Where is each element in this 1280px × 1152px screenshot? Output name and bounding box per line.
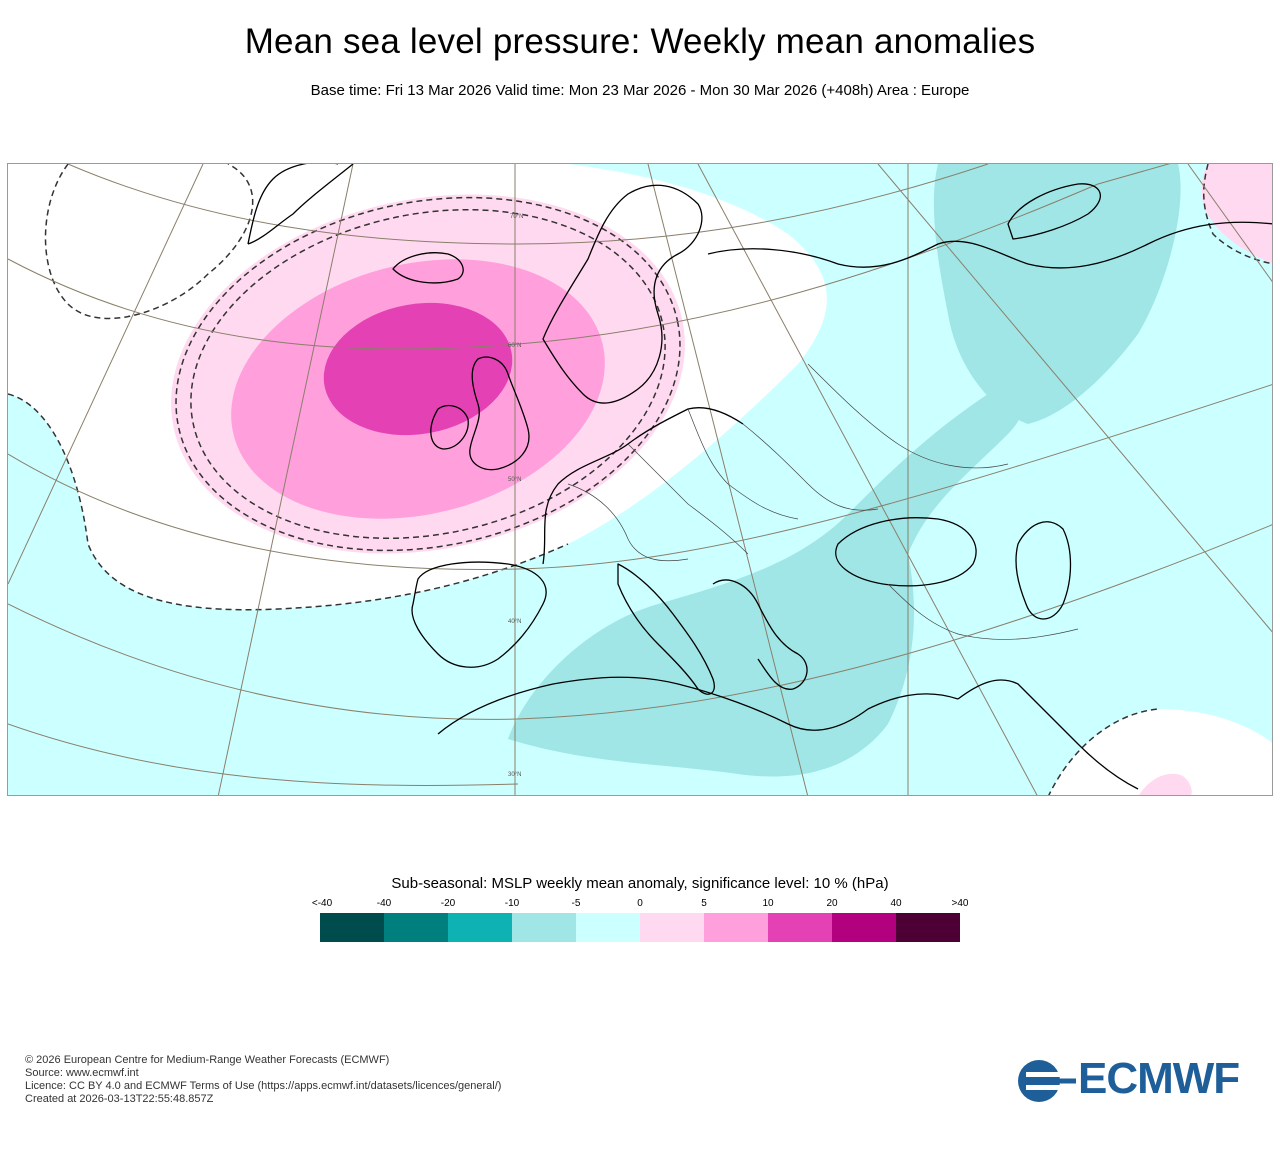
coast-iberia bbox=[411, 561, 547, 668]
legend-tick: 5 bbox=[701, 898, 707, 909]
legend-tick: 0 bbox=[637, 898, 643, 909]
footer-licence: Licence: CC BY 4.0 and ECMWF Terms of Us… bbox=[25, 1080, 502, 1092]
lat-label-60: 60°N bbox=[508, 343, 521, 349]
lat-label-50: 50°N bbox=[508, 477, 521, 483]
footer-created: Created at 2026-03-13T22:55:48.857Z bbox=[25, 1093, 214, 1105]
legend-swatch bbox=[448, 913, 512, 942]
footer-credits: © 2026 European Centre for Medium-Range … bbox=[25, 1054, 501, 1106]
coast-ireland bbox=[430, 405, 469, 450]
legend-swatch bbox=[384, 913, 448, 942]
legend-swatch bbox=[512, 913, 576, 942]
lat-label-40: 40°N bbox=[508, 619, 521, 625]
coast-greenland bbox=[247, 164, 354, 245]
non-significant-region-nw bbox=[45, 164, 253, 319]
coast-black-sea bbox=[835, 517, 977, 587]
legend-title: Sub-seasonal: MSLP weekly mean anomaly, … bbox=[391, 875, 889, 892]
coast-balkans bbox=[712, 579, 808, 690]
legend-tick: -20 bbox=[440, 898, 456, 909]
legend-tick: 20 bbox=[826, 898, 838, 909]
map-svg: 70°N 60°N 50°N 40°N 30°N bbox=[8, 164, 1272, 795]
graticule bbox=[8, 164, 1272, 795]
borders bbox=[567, 363, 1079, 640]
legend-tick: -40 bbox=[376, 898, 392, 909]
coast-caspian bbox=[1015, 521, 1072, 620]
legend-swatch bbox=[320, 913, 384, 942]
coastlines bbox=[247, 164, 1272, 790]
footer-copyright: © 2026 European Centre for Medium-Range … bbox=[25, 1054, 390, 1066]
legend-tick: <-40 bbox=[311, 898, 333, 909]
latitude-labels: 70°N 60°N 50°N 40°N 30°N bbox=[508, 214, 523, 778]
coast-scandinavia bbox=[542, 184, 703, 404]
coast-continent-north bbox=[542, 407, 744, 565]
legend-tick: 40 bbox=[890, 898, 902, 909]
legend-tick: >40 bbox=[951, 898, 969, 909]
coast-iceland bbox=[392, 252, 464, 284]
chart-subtitle: Base time: Fri 13 Mar 2026 Valid time: M… bbox=[310, 82, 970, 99]
negative-anomaly-north-russia bbox=[933, 164, 1181, 424]
legend-swatch bbox=[640, 913, 704, 942]
legend-tick: 10 bbox=[762, 898, 774, 909]
legend-colorbar bbox=[320, 913, 960, 942]
legend-tick: -5 bbox=[571, 898, 581, 909]
positive-anomaly-ne bbox=[1201, 164, 1272, 264]
map-panel[interactable]: 70°N 60°N 50°N 40°N 30°N bbox=[7, 163, 1273, 796]
chart-title: Mean sea level pressure: Weekly mean ano… bbox=[244, 22, 1036, 61]
lat-label-30: 30°N bbox=[508, 772, 521, 778]
ecmwf-logo: ECMWF bbox=[1016, 1054, 1260, 1104]
legend-swatch bbox=[576, 913, 640, 942]
coast-middle-east bbox=[957, 679, 1139, 790]
ecmwf-logo-text: ECMWF bbox=[1078, 1054, 1240, 1103]
legend-swatch bbox=[768, 913, 832, 942]
legend-swatch bbox=[832, 913, 896, 942]
legend-swatch bbox=[704, 913, 768, 942]
lat-label-70: 70°N bbox=[510, 214, 523, 220]
negative-anomaly-mediterranean bbox=[508, 389, 1023, 777]
positive-anomaly-se bbox=[1049, 709, 1272, 795]
footer-source: Source: www.ecmwf.int bbox=[25, 1067, 139, 1079]
coast-arctic-russia bbox=[707, 221, 1272, 269]
positive-anomaly-10-20 bbox=[323, 302, 513, 436]
legend-tick: -10 bbox=[504, 898, 520, 909]
coast-great-britain bbox=[469, 356, 530, 471]
ecmwf-logo-icon bbox=[1018, 1060, 1076, 1102]
coast-novaya-zemlya bbox=[1007, 183, 1101, 240]
legend-swatch bbox=[896, 913, 960, 942]
positive-anomaly-se-pink bbox=[1139, 773, 1192, 795]
legend-ticks: <-40 -40 -20 -10 -5 0 5 10 20 40 >40 bbox=[0, 898, 1280, 910]
coast-north-africa bbox=[437, 676, 959, 735]
